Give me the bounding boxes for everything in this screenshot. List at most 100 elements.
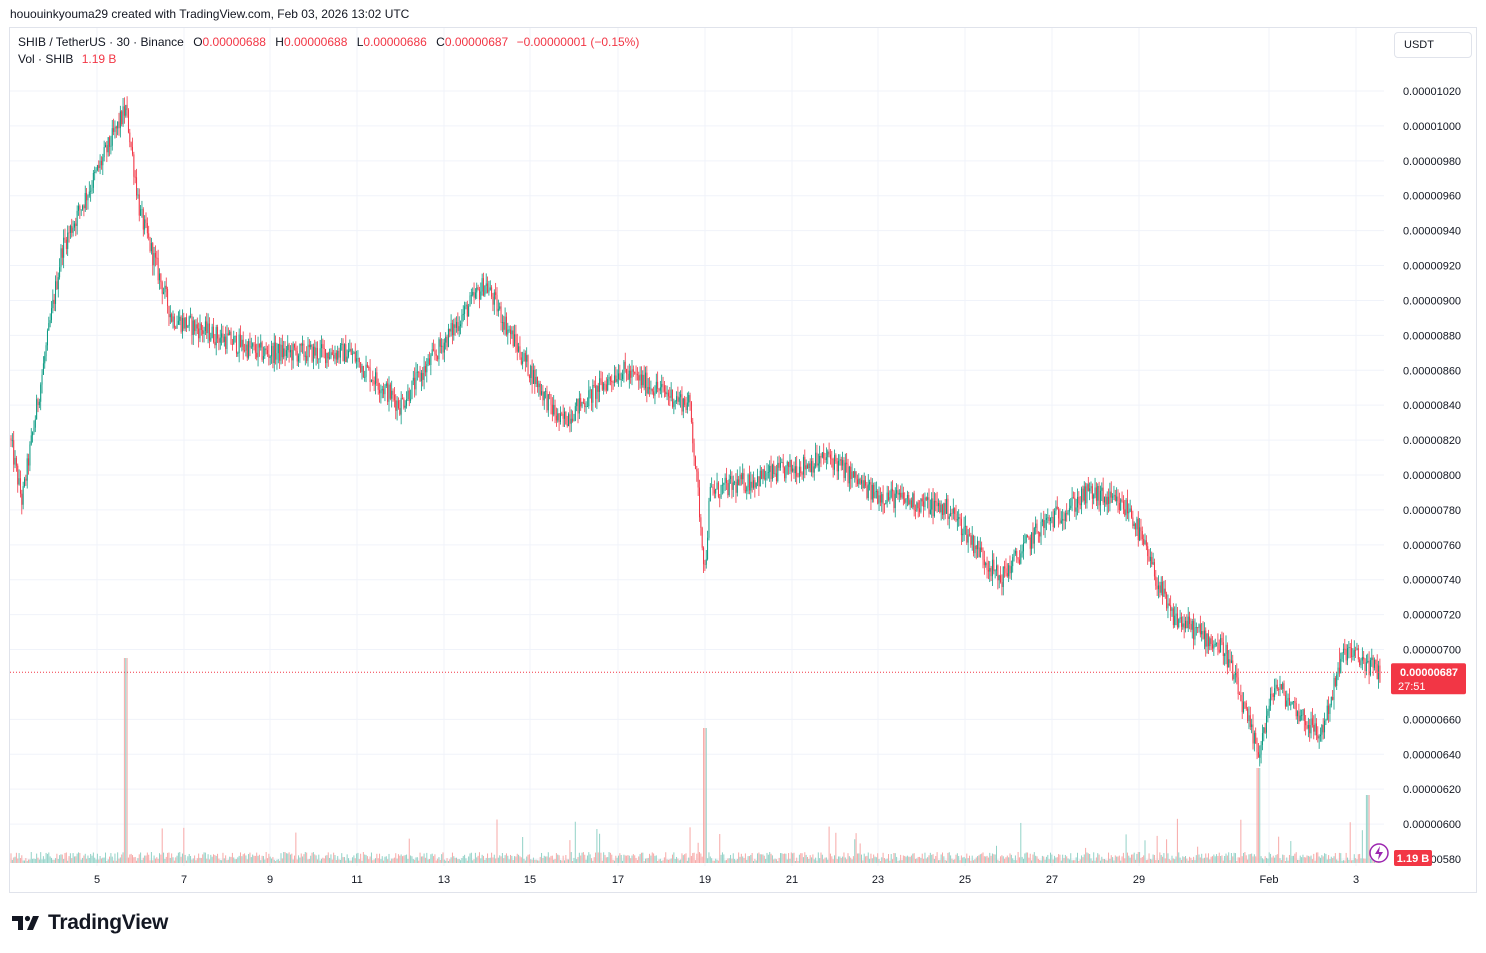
candle-body: [1367, 660, 1369, 663]
volume-bar: [1244, 852, 1246, 863]
candle-body: [905, 498, 907, 503]
volume-bar: [1085, 847, 1087, 863]
volume-bar: [46, 853, 48, 863]
candle-body: [870, 482, 872, 500]
volume-bar: [426, 852, 428, 863]
volume-bar: [192, 858, 194, 863]
candle-body: [931, 498, 933, 510]
candle-body: [638, 375, 640, 381]
volume-bar: [831, 856, 833, 863]
volume-bar: [523, 858, 525, 863]
candle-body: [923, 501, 925, 507]
volume-bar: [271, 858, 273, 863]
candle-body: [327, 352, 329, 359]
volume-bar: [873, 854, 875, 863]
candle-body: [422, 372, 424, 380]
candle-body: [862, 480, 864, 489]
volume-bar: [531, 859, 533, 863]
time-tick-label: 19: [699, 874, 711, 886]
volume-bar: [265, 852, 267, 863]
volume-bar: [292, 859, 294, 863]
volume-bar: [591, 858, 592, 863]
tradingview-logo[interactable]: TradingView: [12, 911, 168, 935]
candle-body: [1121, 499, 1123, 502]
candle-body: [318, 358, 320, 360]
candle-body: [1301, 715, 1303, 717]
volume-bar: [399, 855, 401, 863]
volume-bar: [60, 854, 62, 863]
candle-body: [944, 503, 946, 514]
volume-bar: [574, 821, 576, 863]
volume-bar: [624, 855, 626, 863]
volume-bar: [1257, 768, 1259, 863]
volume-bar: [308, 858, 310, 863]
candle-body: [663, 385, 665, 392]
volume-bar: [493, 854, 495, 863]
candle-body: [1160, 581, 1162, 593]
volume-bar: [125, 658, 127, 863]
candle-body: [94, 171, 96, 174]
candle-body: [782, 462, 784, 468]
volume-bar: [994, 854, 996, 863]
currency-button[interactable]: USDT: [1394, 32, 1472, 58]
volume-label[interactable]: Vol · SHIB: [18, 52, 74, 66]
candle-body: [771, 464, 773, 479]
candle-body: [284, 348, 286, 357]
volume-bar: [334, 855, 336, 863]
volume-bar: [626, 855, 628, 863]
volume-bar: [1141, 856, 1143, 863]
volume-bar: [256, 852, 258, 863]
candle-body: [627, 373, 629, 380]
volume-bar: [400, 854, 402, 863]
close-value: 0.00000687: [444, 35, 509, 49]
candle-body: [159, 273, 160, 281]
volume-bar: [379, 853, 381, 863]
candle-body: [1345, 649, 1347, 661]
candle-body: [149, 237, 151, 252]
candle-body: [438, 339, 440, 360]
volume-bar: [827, 859, 829, 863]
volume-bar: [63, 858, 65, 863]
candle-body: [254, 344, 256, 353]
candle-body: [666, 392, 668, 395]
candle-body: [164, 285, 166, 293]
candle-body: [716, 482, 718, 489]
volume-bar: [19, 858, 21, 863]
candle-body: [773, 464, 775, 475]
candle-body: [1201, 631, 1203, 635]
candle-body: [1118, 502, 1120, 511]
candle-body: [820, 455, 822, 458]
candle-body: [356, 358, 358, 362]
candle-body: [1303, 709, 1305, 722]
symbol-label[interactable]: SHIB / TetherUS · 30 · Binance: [18, 35, 184, 49]
candle-body: [392, 390, 394, 395]
candle-body: [889, 497, 891, 500]
volume-bar: [92, 852, 94, 863]
candle-body: [200, 323, 202, 330]
volume-bar: [24, 860, 25, 863]
volume-bar: [1087, 853, 1089, 863]
volume-bar: [542, 857, 544, 863]
volume-bar: [931, 854, 933, 863]
volume-bar: [32, 858, 34, 863]
candle-body: [1052, 517, 1054, 528]
volume-bar: [1094, 860, 1096, 863]
candle-body: [420, 372, 422, 382]
candle-body: [786, 461, 788, 466]
volume-bar: [427, 859, 429, 863]
candle-body: [464, 306, 466, 314]
volume-bar: [1023, 858, 1024, 863]
candle-body: [257, 343, 259, 358]
volume-bar: [1131, 854, 1132, 863]
candle-body: [132, 147, 133, 155]
candle-body: [1151, 556, 1153, 565]
candle-body: [348, 351, 349, 357]
candle-body: [1264, 727, 1266, 733]
candle-body: [1310, 718, 1312, 734]
candle-body: [519, 346, 521, 358]
candle-body: [441, 345, 443, 347]
candle-body: [736, 479, 738, 493]
volume-bar: [964, 858, 966, 863]
candle-body: [485, 283, 487, 286]
